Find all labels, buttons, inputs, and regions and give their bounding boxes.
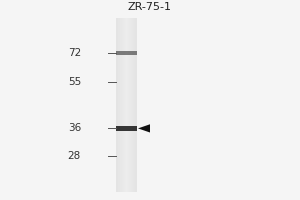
Bar	[133, 18, 134, 192]
Bar	[127, 18, 128, 192]
Bar	[132, 18, 133, 192]
Bar	[116, 126, 136, 131]
Bar	[126, 18, 127, 192]
Bar	[116, 18, 117, 192]
Bar	[120, 18, 121, 192]
Bar	[129, 18, 130, 192]
Bar	[116, 51, 136, 55]
Bar	[128, 18, 129, 192]
Bar	[118, 18, 119, 192]
Bar	[124, 18, 125, 192]
Bar	[121, 18, 122, 192]
Bar	[123, 18, 124, 192]
Bar	[130, 18, 131, 192]
Text: 28: 28	[68, 151, 81, 161]
Polygon shape	[138, 124, 150, 133]
Bar	[117, 18, 118, 192]
Text: 36: 36	[68, 123, 81, 133]
Bar	[125, 18, 126, 192]
Bar	[122, 18, 123, 192]
Text: 72: 72	[68, 48, 81, 58]
Text: 55: 55	[68, 77, 81, 87]
Bar	[119, 18, 120, 192]
Text: ZR-75-1: ZR-75-1	[128, 2, 172, 12]
Bar	[135, 18, 136, 192]
Bar	[134, 18, 135, 192]
Bar	[131, 18, 132, 192]
